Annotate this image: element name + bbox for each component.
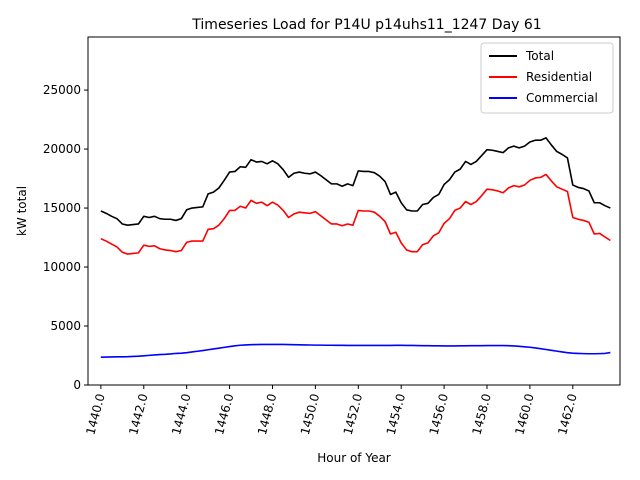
y-tick-label: 20000 bbox=[43, 142, 81, 156]
legend: Total Residential Commercial bbox=[480, 42, 614, 114]
series-line-commercial bbox=[100, 343, 611, 358]
legend-label-commercial: Commercial bbox=[526, 91, 598, 105]
legend-box bbox=[480, 42, 614, 114]
series-line-residential bbox=[100, 173, 611, 255]
x-axis-label: Hour of Year bbox=[317, 451, 391, 465]
series-layer bbox=[100, 137, 611, 358]
y-tick-label: 25000 bbox=[43, 83, 81, 97]
legend-label-residential: Residential bbox=[526, 70, 592, 84]
y-axis-label: kW total bbox=[15, 186, 29, 236]
y-tick-label: 10000 bbox=[43, 260, 81, 274]
y-tick-label: 15000 bbox=[43, 201, 81, 215]
y-tick-label: 5000 bbox=[50, 319, 81, 333]
legend-label-total: Total bbox=[525, 49, 554, 63]
chart-title: Timeseries Load for P14U p14uhs11_1247 D… bbox=[191, 17, 541, 33]
series-line-total bbox=[100, 137, 611, 226]
axes-frame bbox=[87, 36, 621, 386]
y-tick-label: 0 bbox=[73, 378, 81, 392]
